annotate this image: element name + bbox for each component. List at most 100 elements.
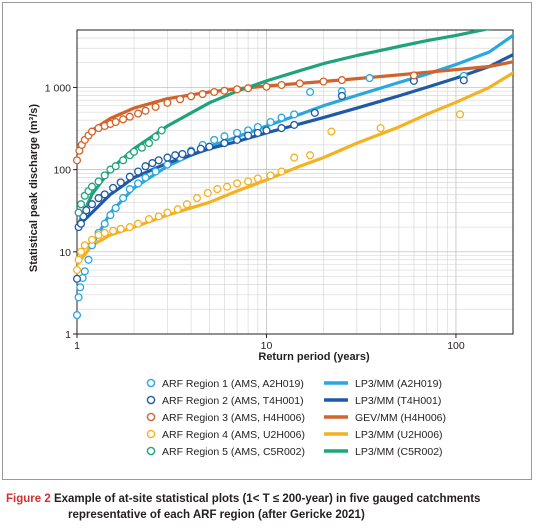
legend: ARF Region 1 (AMS, A2H019) ARF Region 2 (…	[146, 378, 446, 458]
plot-area	[76, 29, 514, 335]
data-point	[365, 74, 374, 83]
data-point	[244, 84, 253, 93]
data-point	[84, 255, 93, 264]
data-point	[109, 183, 118, 192]
data-point	[210, 135, 219, 144]
legend-label: ARF Region 5 (AMS, C5R002)	[162, 446, 305, 458]
data-point	[277, 124, 286, 133]
data-point	[233, 85, 242, 94]
data-point	[163, 98, 172, 107]
data-point	[220, 132, 229, 141]
data-point	[223, 182, 232, 191]
data-point	[154, 212, 163, 221]
figure-frame	[2, 2, 532, 480]
data-point	[327, 127, 336, 136]
data-point	[76, 247, 86, 256]
data-point	[306, 87, 315, 97]
data-point	[109, 226, 118, 235]
data-point	[72, 156, 82, 165]
x-tick-label: 1	[74, 340, 80, 352]
data-point	[233, 135, 242, 144]
legend-label: LP3/MM (C5R002)	[355, 446, 443, 458]
legend-swatch	[146, 395, 156, 405]
data-point	[76, 283, 85, 292]
data-point	[459, 76, 468, 85]
data-point	[144, 215, 154, 224]
legend-label: ARF Region 1 (AMS, A2H019)	[162, 378, 304, 390]
data-point	[141, 162, 150, 171]
data-point	[134, 109, 143, 118]
data-point	[337, 91, 346, 100]
data-point	[187, 92, 196, 101]
data-point	[125, 223, 134, 232]
data-point	[213, 185, 222, 194]
data-point	[87, 182, 97, 191]
data-point	[111, 162, 120, 171]
y-tick-label: 1	[65, 329, 71, 341]
data-point	[106, 211, 115, 220]
data-point	[144, 139, 154, 148]
x-tick-label: 10	[261, 340, 273, 352]
data-point	[253, 128, 262, 137]
data-point	[74, 255, 83, 264]
caption-line-1: Example of at-site statistical plots (1<…	[53, 493, 481, 505]
data-point	[253, 174, 262, 183]
data-point	[87, 127, 97, 136]
data-point	[244, 177, 253, 186]
legend-label: LP3/MM (A2H019)	[355, 378, 442, 390]
data-point	[154, 156, 163, 165]
data-point	[178, 149, 187, 159]
data-point	[171, 151, 180, 160]
legend-swatch	[146, 412, 156, 422]
y-tick-label: 100	[53, 165, 71, 177]
data-point	[100, 228, 109, 237]
data-point	[116, 178, 125, 187]
data-point	[100, 190, 109, 199]
data-point	[295, 79, 304, 88]
data-point	[151, 132, 160, 141]
data-point	[203, 188, 212, 198]
data-point	[290, 110, 299, 119]
data-point	[100, 219, 109, 228]
data-point	[455, 110, 465, 119]
caption-line-2: representative of each ARF region (after…	[68, 509, 365, 521]
data-point	[266, 171, 275, 180]
data-point	[205, 142, 214, 151]
data-point	[220, 139, 229, 148]
data-point	[80, 241, 89, 250]
legend-label: LP3/MM (T4H001)	[355, 395, 441, 407]
data-point	[244, 131, 253, 140]
data-point	[163, 153, 172, 162]
data-point	[187, 147, 196, 156]
legend-label: LP3/MM (U2H006)	[355, 429, 443, 441]
data-point	[134, 167, 143, 176]
data-point	[76, 219, 86, 228]
data-point	[125, 185, 134, 194]
data-point	[141, 173, 150, 182]
data-point	[376, 124, 385, 133]
data-point	[151, 102, 160, 111]
data-point	[176, 95, 185, 104]
data-point	[233, 128, 242, 137]
data-point	[72, 274, 82, 283]
data-point	[94, 194, 103, 203]
data-point	[310, 108, 319, 117]
data-point	[94, 177, 103, 186]
data-point	[409, 71, 418, 80]
data-point	[210, 87, 219, 97]
data-point	[134, 219, 143, 228]
data-point	[119, 115, 128, 124]
legend-swatch	[146, 378, 156, 388]
data-point	[337, 76, 346, 85]
data-point	[129, 147, 139, 156]
data-point	[87, 235, 97, 244]
data-point	[125, 112, 134, 121]
data-point	[82, 206, 91, 215]
data-point	[290, 153, 299, 162]
data-point	[220, 86, 229, 95]
data-point	[233, 179, 242, 188]
data-point	[125, 172, 134, 181]
x-axis-label: Return period (years)	[258, 351, 370, 363]
legend-label: ARF Region 4 (AMS, U2H006)	[162, 429, 305, 441]
grid	[76, 29, 514, 335]
